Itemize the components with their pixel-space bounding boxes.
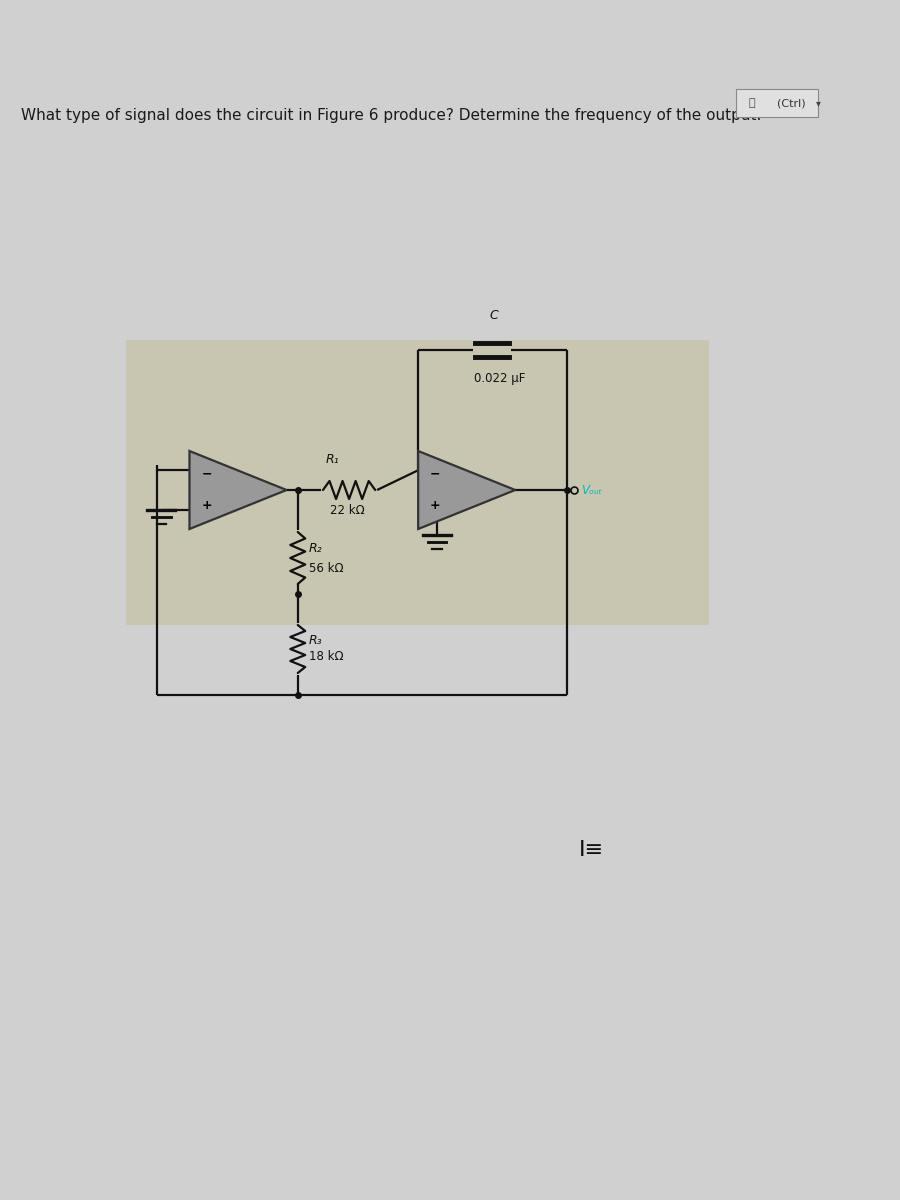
Text: ⎘: ⎘ <box>749 98 755 108</box>
Text: −: − <box>430 468 440 481</box>
Text: R₃: R₃ <box>309 635 322 648</box>
Text: What type of signal does the circuit in Figure 6 produce? Determine the frequenc: What type of signal does the circuit in … <box>21 108 760 122</box>
Text: R₁: R₁ <box>326 452 339 466</box>
Text: ▾: ▾ <box>816 98 821 108</box>
Text: (Ctrl): (Ctrl) <box>778 98 806 108</box>
Text: +: + <box>430 499 440 512</box>
Text: C: C <box>490 310 499 323</box>
Text: R₂: R₂ <box>309 541 322 554</box>
Text: 22 kΩ: 22 kΩ <box>330 504 365 517</box>
Text: 56 kΩ: 56 kΩ <box>309 562 344 575</box>
Text: 0.022 μF: 0.022 μF <box>473 372 525 385</box>
Text: Vₒᵤₜ: Vₒᵤₜ <box>581 484 603 497</box>
Bar <box>126 340 709 625</box>
FancyBboxPatch shape <box>736 89 818 116</box>
Text: +: + <box>202 499 211 512</box>
Text: I≡: I≡ <box>579 840 604 860</box>
Polygon shape <box>190 451 286 529</box>
Polygon shape <box>418 451 515 529</box>
Text: −: − <box>202 468 211 481</box>
Text: 18 kΩ: 18 kΩ <box>309 650 344 664</box>
